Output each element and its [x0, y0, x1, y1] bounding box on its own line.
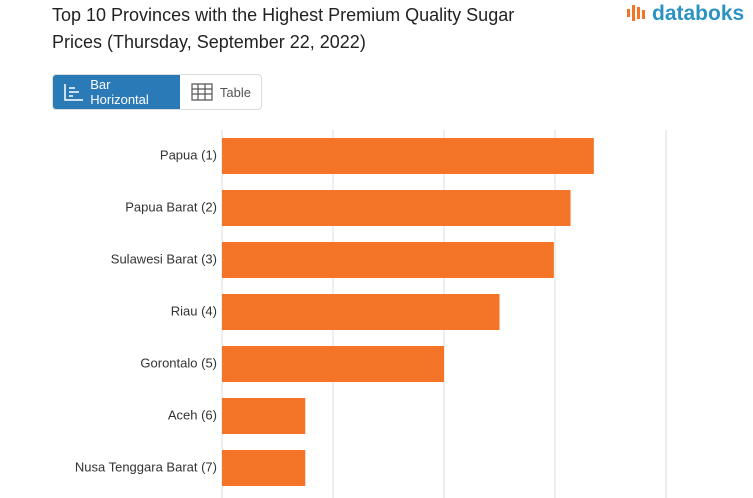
bar-icon [64, 84, 83, 101]
logo-icon [627, 5, 645, 21]
bar [222, 294, 500, 330]
tab-bar[interactable]: Bar Horizontal [53, 75, 180, 109]
y-tick-label: Papua (1) [160, 147, 217, 162]
bar [222, 346, 444, 382]
view-tabs: Bar Horizontal Table [52, 74, 262, 110]
bar [222, 398, 306, 434]
y-tick-label: Riau (4) [171, 303, 217, 318]
table-icon [191, 83, 213, 101]
y-tick-label: Papua Barat (2) [125, 199, 217, 214]
bar [222, 450, 306, 486]
y-tick-label: Aceh (6) [168, 407, 217, 422]
y-tick-label: Gorontalo (5) [140, 355, 217, 370]
y-tick-label: Sulawesi Barat (3) [111, 251, 217, 266]
bar [222, 138, 594, 174]
tab-label: Bar Horizontal [90, 77, 149, 107]
tab-table[interactable]: Table [180, 75, 261, 109]
brand-name: databoks [652, 2, 745, 25]
brand-logo[interactable]: databoks [626, 2, 744, 26]
tab-label: Table [219, 84, 251, 100]
bar [222, 242, 554, 278]
y-tick-label: Nusa Tenggara Barat (7) [75, 459, 217, 474]
bar [222, 190, 571, 226]
chart-title: Top 10 Provinces with the Highest Premiu… [52, 5, 515, 52]
